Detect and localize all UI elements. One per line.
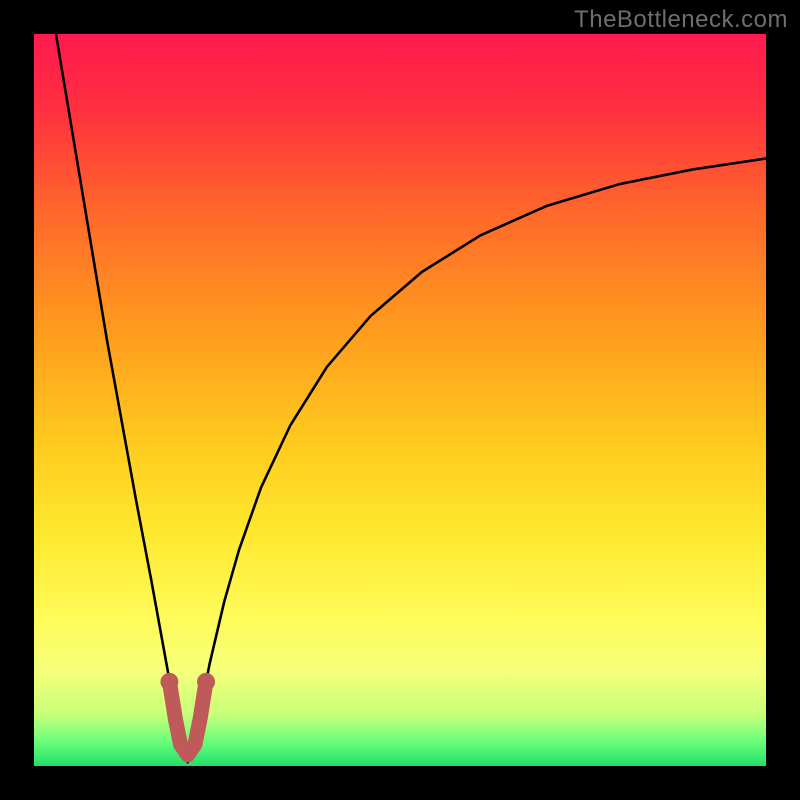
bottleneck-curve-chart (0, 0, 800, 800)
plot-background (34, 34, 766, 766)
chart-stage: TheBottleneck.com (0, 0, 800, 800)
watermark-text: TheBottleneck.com (574, 6, 788, 34)
